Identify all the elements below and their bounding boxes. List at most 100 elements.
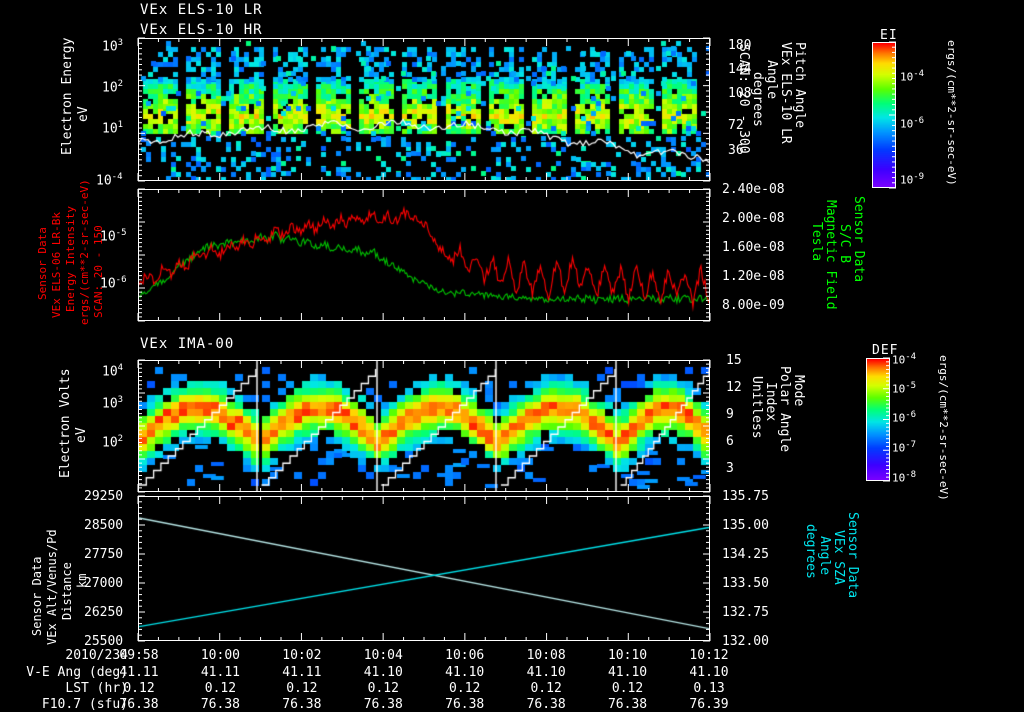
bottom-lst-2: 0.12 [286,681,318,696]
colorbar2-gradient [866,358,890,481]
panel2-right-tick-1: 2.00e-08 [722,211,785,226]
bottom-time-5: 10:08 [526,648,566,663]
panel4-right-label-line1: Sensor Data [845,512,860,599]
panel2-right-label-line1: Sensor Data [851,196,866,283]
colorbar2-tick-2: 10-6 [892,410,917,425]
bottom-row-label-veang: V-E Ang (deg) [26,665,128,680]
colorbar2-tick-4: 10-8 [892,470,917,485]
panel4-left-tick-1: 28500 [84,518,124,533]
panel2-right-tick-2: 1.60e-08 [722,240,785,255]
colorbar1-tick-2: 10-9 [900,172,925,187]
panel4-plot-area [138,496,710,641]
colorbar1-tick-0: 10-4 [900,69,925,84]
panel3-ytick-1e3: 103 [102,395,124,412]
panel2-right-label-line3: Magnetic Field [823,200,838,310]
bottom-f107-3: 76.38 [363,697,403,712]
panel1-left-axis-label-line2: eV [76,106,91,122]
panel1-right-tick-72: 72 [728,118,744,133]
panel2-left-tick-1em5: 10-5 [100,228,127,245]
bottom-f107-1: 76.38 [200,697,240,712]
panel4-left-tick-3: 27000 [84,576,124,591]
panel1-right-tick-108: 108 [728,86,752,101]
panel4-right-tick-2: 134.25 [722,547,769,562]
panel4-right-tick-4: 132.75 [722,605,769,620]
bottom-f107-6: 76.38 [607,697,648,712]
colorbar1-unit-label: ergs/(cm**2-sr-sec-eV) [945,40,958,186]
bottom-veang-2: 41.11 [282,665,322,680]
bottom-row-label-lst: LST (hr) [65,681,128,696]
panel1-ytick-1e3: 103 [102,38,124,55]
panel3-right-tick-6: 6 [726,434,734,449]
colorbar2-unit-label: ergs/(cm**2-sr-sec-eV) [937,355,950,501]
colorbar1-gradient [872,42,896,188]
colorbar2-title: DEF [872,343,899,358]
bottom-f107-0: 76.38 [119,697,159,712]
panel3-right-label-line3: Index [763,382,778,422]
bottom-veang-5: 41.10 [526,665,566,680]
bottom-time-4: 10:06 [445,648,485,663]
bottom-f107-4: 76.38 [445,697,485,712]
panel4-right-label-line3: Angle [817,536,832,576]
panel2-plot-area [138,189,710,321]
panel4-right-label-line4: degrees [803,524,818,579]
panel1-ytick-1e1: 101 [102,120,124,137]
bottom-lst-3: 0.12 [367,681,399,696]
panel4-left-tick-0: 29250 [84,489,124,504]
panel1-right-label-line5: SCAN: 20 - 300 [736,44,751,154]
bottom-lst-1: 0.12 [204,681,237,696]
panel4-right-tick-5: 132.00 [722,634,769,649]
colorbar1-title: EI [880,28,898,43]
panel1-right-label-line1: Pitch Angle [792,42,807,129]
bottom-time-6: 10:10 [607,648,648,663]
panel2-right-tick-0: 2.40e-08 [722,182,785,197]
panel2-left-label-line3: Energy Intensity [64,206,77,312]
bottom-time-0: 09:58 [119,648,159,663]
bottom-veang-6: 41.10 [607,665,648,680]
panel4-right-label-line2: VEx SZA [831,530,846,585]
panel4-right-tick-0: 135.75 [722,489,769,504]
panel4-left-tick-4: 26250 [84,605,124,620]
panel2-right-tick-3: 1.20e-08 [722,269,785,284]
panel3-right-label-line2: Polar Angle [777,366,792,453]
panel1-right-label-line2: VEx ELS-10 LR [778,42,793,144]
panel1-right-label-line3: Angle [764,60,779,100]
panel2-left-tick-1em6: 10-6 [100,275,127,292]
bottom-time-2: 10:02 [282,648,322,663]
bottom-veang-1: 41.11 [200,665,240,680]
panel3-right-label-line1: Mode [791,375,806,407]
panel1-left-axis-label-line1: Electron Energy [60,37,75,155]
panel2-right-tick-4: 8.00e-09 [722,298,785,313]
panel1-right-label-line4: degrees [750,72,765,127]
panel1-right-tick-144: 144 [728,62,752,77]
colorbar2-tick-3: 10-7 [892,440,917,455]
panel4-left-tick-5: 25500 [84,634,124,649]
panel1-right-tick-36: 36 [728,143,744,158]
panel1-right-tick-180: 180 [728,38,752,53]
panel4-right-tick-1: 135.00 [722,518,769,533]
panel2-left-label-line1: Sensor Data [36,227,49,300]
panel1-title-lr: VEx ELS-10 LR [140,2,263,18]
bottom-lst-0: 0.12 [123,681,155,696]
panel3-right-tick-3: 3 [726,461,734,476]
bottom-lst-4: 0.12 [449,681,481,696]
panel3-title: VEx IMA-00 [140,336,235,352]
panel3-right-tick-12: 12 [726,380,742,395]
panel3-left-label-line2: eV [74,427,89,443]
panel4-left-tick-2: 27750 [84,547,124,562]
bottom-veang-3: 41.10 [363,665,403,680]
colorbar2-tick-1: 10-5 [892,381,917,396]
panel3-ytick-1e4: 104 [102,363,124,380]
panel4-left-label-line1: Sensor Data [30,556,44,636]
panel3-left-label-line1: Electron Volts [58,368,73,478]
panel1-ytick-1e2: 102 [102,79,124,96]
panel1-ytick-1em4: 10-4 [96,172,123,189]
panel4-right-tick-3: 133.50 [722,576,769,591]
bottom-veang-0: 41.11 [119,665,159,680]
colorbar2-tick-0: 10-4 [892,352,917,367]
panel3-right-label-line4: Unitless [749,376,764,439]
panel2-left-label-line4: ergs/(cm**2-sr-sec-eV) [78,179,91,325]
panel1-plot-area [138,38,710,181]
bottom-lst-6: 0.12 [611,681,644,696]
panel2-right-label-line4: Tesla [809,222,824,262]
